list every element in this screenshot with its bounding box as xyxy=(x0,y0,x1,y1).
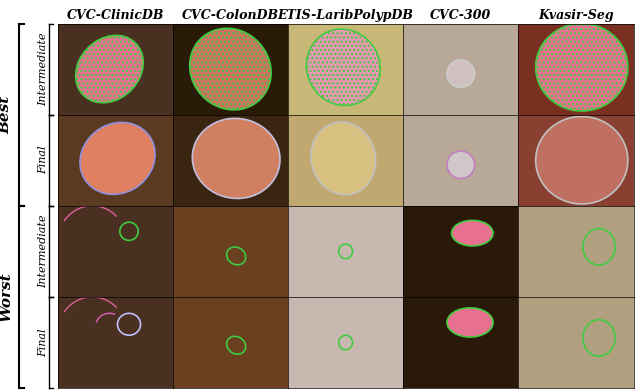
Ellipse shape xyxy=(447,60,475,87)
Text: Intermediate: Intermediate xyxy=(38,215,48,288)
Text: Final: Final xyxy=(38,146,48,174)
Text: CVC-ClinicDB: CVC-ClinicDB xyxy=(67,9,164,22)
Ellipse shape xyxy=(189,28,271,110)
Ellipse shape xyxy=(447,151,475,178)
Ellipse shape xyxy=(536,24,628,111)
Text: CVC-ColonDB: CVC-ColonDB xyxy=(182,9,279,22)
Ellipse shape xyxy=(307,29,380,105)
Ellipse shape xyxy=(452,220,493,246)
Text: CVC-300: CVC-300 xyxy=(430,9,492,22)
Ellipse shape xyxy=(193,118,280,198)
Ellipse shape xyxy=(76,35,143,103)
Text: Worst: Worst xyxy=(0,272,13,322)
Text: ETIS-LaribPolypDB: ETIS-LaribPolypDB xyxy=(278,9,413,22)
Text: Final: Final xyxy=(38,328,48,357)
Ellipse shape xyxy=(447,308,493,337)
Ellipse shape xyxy=(536,116,628,204)
Text: Kvasir-Seg: Kvasir-Seg xyxy=(538,9,614,22)
Ellipse shape xyxy=(80,122,155,194)
Text: Best: Best xyxy=(0,96,13,134)
Ellipse shape xyxy=(311,122,376,195)
Text: Intermediate: Intermediate xyxy=(38,33,48,106)
